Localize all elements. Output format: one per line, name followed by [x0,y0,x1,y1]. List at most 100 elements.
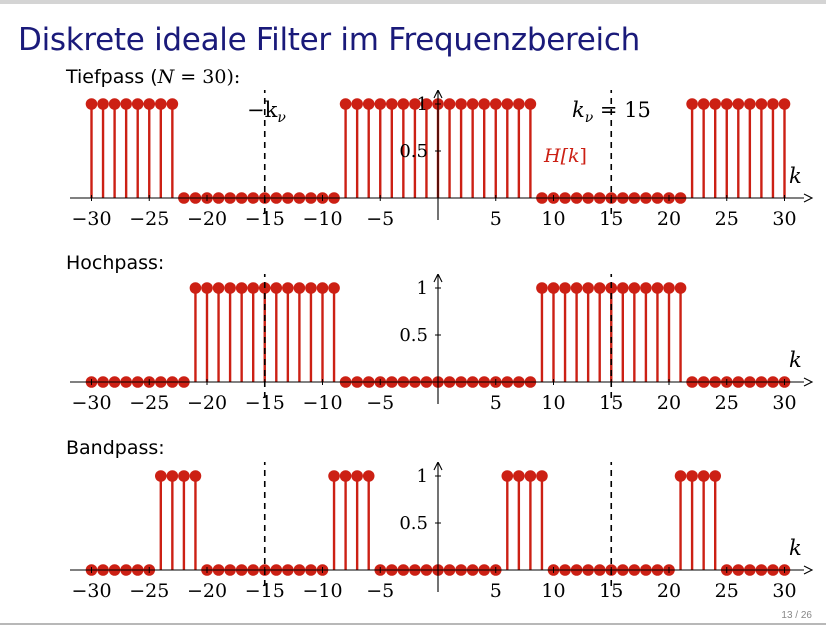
highpass-stem-marker [547,282,560,294]
lowpass-stem-marker [362,98,375,110]
hk-series-label: H[k] [543,145,587,167]
lowpass-stem-marker [778,98,791,110]
bandpass-x-axis-label: k [789,536,802,560]
highpass-stem-marker [282,282,294,294]
minus-knu-annotation: −kν [247,98,286,126]
lowpass-xtick-label: 5 [490,208,502,230]
lowpass-ytick-label: 1 [417,94,428,115]
highpass-stem-marker [212,282,225,294]
highpass-stem-marker [559,282,571,294]
bandpass-x-axis-arrow [803,565,814,575]
bandpass-xtick-label: 25 [715,580,739,602]
lowpass-x-axis-label: k [789,164,802,188]
bandpass-xtick-label: 5 [490,580,502,602]
lowpass-stem-marker [386,98,398,110]
bandpass-stem-marker [501,470,514,482]
lowpass-stem-marker [744,98,756,110]
lowpass-stem-marker [732,98,745,110]
bandpass-xtick-label: 10 [541,580,565,602]
highpass-xtick-label: 20 [657,392,681,414]
slide-bottom-bar [0,623,826,625]
lowpass-stem-marker [489,98,502,110]
bandpass-stem-marker [709,470,721,482]
lowpass-xtick-label: −5 [366,208,394,230]
bandpass-ytick-label: 1 [417,466,428,487]
lowpass-stem-marker [697,98,710,110]
lowpass-stem-marker [374,98,387,110]
highpass-stem-marker [593,282,606,294]
bandpass-stem-marker [536,470,548,482]
bandpass-ytick-label: 0.5 [399,513,428,534]
lowpass-stem-marker [108,98,121,110]
lowpass-stem-marker [351,98,363,110]
highpass-xtick-label: 30 [772,392,796,414]
knu-eq: = 15 [593,98,651,122]
lowpass-stem-marker [513,98,525,110]
lowpass-stem-marker [755,98,768,110]
highpass-x-axis-arrow [803,377,814,387]
highpass-stem-marker [247,282,259,294]
highpass-xtick-label: 25 [715,392,739,414]
lowpass-xtick-label: −25 [129,208,169,230]
page-number: 13 / 26 [781,610,812,621]
highpass-xtick-label: −5 [366,392,394,414]
lowpass-xtick-label: 30 [772,208,796,230]
highpass-stem-marker [224,282,236,294]
highpass-y-axis-arrow [433,274,443,283]
highpass-label: Hochpass: [66,252,165,274]
lowpass-stem-marker [767,98,779,110]
highpass-stem-marker [201,282,213,294]
hk-k: k [568,145,580,167]
bandpass-stem-marker [697,470,710,482]
bandpass-stem-marker [189,470,202,482]
highpass-xtick-label: 15 [599,392,623,414]
lowpass-xtick-label: 10 [541,208,565,230]
lowpass-chart: −kν kν = 15 H[k] −30 −25 −20 −15 −10 −5 5 10 15 2… [70,90,814,230]
lowpass-stem-marker [720,98,733,110]
highpass-xtick-label: 5 [490,392,502,414]
knu-main: k [572,98,585,122]
highpass-stem-marker [305,282,317,294]
lowpass-ytick-label: 0.5 [399,141,428,162]
highpass-chart: −30 −25 −20 −15 −10 −5 5 10 15 20 25 30 0.5 1 k [70,274,814,414]
highpass-xtick-label: −25 [129,392,169,414]
highpass-ytick-label: 0.5 [399,325,428,346]
highpass-stem-marker [651,282,664,294]
bandpass-xtick-label: −25 [129,580,169,602]
lowpass-xtick-label: 15 [599,208,623,230]
highpass-stem-marker [316,282,329,294]
lowpass-label: Tiefpass (N = 30): [66,66,240,88]
lowpass-stem-marker [524,98,537,110]
lowpass-stem-marker [420,98,433,110]
bandpass-xtick-label: 15 [599,580,623,602]
bandpass-stem-marker [155,470,167,482]
highpass-xtick-label: 10 [541,392,565,414]
bandpass-xtick-label: −20 [187,580,227,602]
lowpass-stem-marker [143,98,156,110]
lowpass-stem-marker [443,98,456,110]
highpass-stem-marker [270,282,283,294]
lowpass-stem-marker [120,98,132,110]
bandpass-stem-marker [513,470,525,482]
lowpass-stem-marker [686,98,698,110]
lowpass-x-axis-arrow [803,193,814,203]
lowpass-xtick-label: −10 [302,208,342,230]
slide-top-bar [0,0,826,4]
bandpass-y-axis-arrow [433,462,443,471]
bandpass-xtick-label: 20 [657,580,681,602]
highpass-stem-marker [570,282,583,294]
lowpass-xtick-label: 25 [715,208,739,230]
bandpass-stem-marker [674,470,687,482]
lowpass-stem-marker [501,98,514,110]
lowpass-stem-marker [339,98,352,110]
lowpass-xtick-label: −20 [187,208,227,230]
bandpass-stem-marker [178,470,190,482]
lowpass-stem-marker [166,98,179,110]
lowpass-label-prefix: Tiefpass ( [66,66,158,88]
highpass-stem-marker [235,282,248,294]
lowpass-stem-marker [155,98,167,110]
lowpass-stem-marker [478,98,491,110]
lowpass-stem-marker [97,98,109,110]
lowpass-xtick-label: 20 [657,208,681,230]
lowpass-stems [85,98,791,204]
